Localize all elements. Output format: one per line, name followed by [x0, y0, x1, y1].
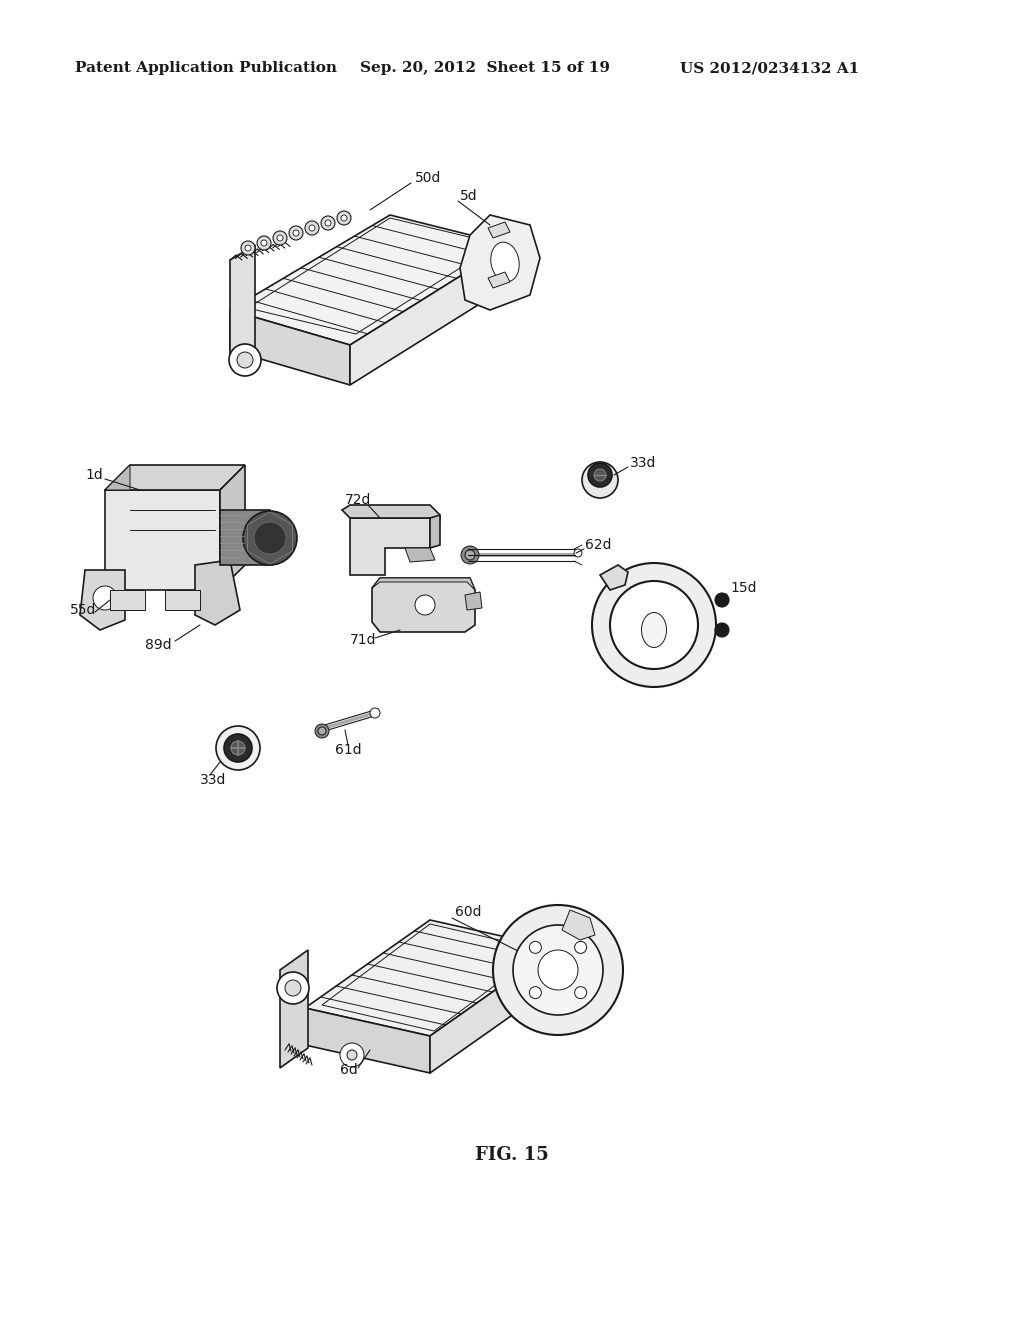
Polygon shape	[488, 272, 510, 288]
Polygon shape	[230, 310, 350, 385]
Text: Sep. 20, 2012  Sheet 15 of 19: Sep. 20, 2012 Sheet 15 of 19	[360, 61, 610, 75]
Polygon shape	[406, 548, 435, 562]
Circle shape	[493, 906, 623, 1035]
Circle shape	[278, 235, 283, 242]
Circle shape	[715, 623, 729, 638]
Circle shape	[318, 727, 326, 735]
Circle shape	[715, 593, 729, 607]
Text: 62d: 62d	[585, 539, 611, 552]
Circle shape	[315, 723, 329, 738]
Circle shape	[321, 216, 335, 230]
Circle shape	[582, 462, 618, 498]
Circle shape	[574, 549, 582, 557]
Polygon shape	[350, 246, 510, 385]
Text: US 2012/0234132 A1: US 2012/0234132 A1	[680, 61, 859, 75]
Circle shape	[325, 220, 331, 226]
Circle shape	[513, 925, 603, 1015]
Text: 55d: 55d	[70, 603, 96, 616]
Circle shape	[257, 236, 271, 249]
Polygon shape	[350, 517, 430, 576]
Polygon shape	[372, 578, 475, 632]
Circle shape	[415, 595, 435, 615]
Text: 71d: 71d	[350, 634, 377, 647]
Polygon shape	[562, 909, 595, 940]
Circle shape	[340, 1043, 364, 1067]
Circle shape	[461, 546, 479, 564]
Polygon shape	[195, 560, 240, 624]
Text: FIG. 15: FIG. 15	[475, 1146, 549, 1164]
Circle shape	[289, 226, 303, 240]
Polygon shape	[372, 578, 475, 590]
Polygon shape	[80, 570, 125, 630]
Circle shape	[574, 941, 587, 953]
Text: 6d: 6d	[340, 1063, 357, 1077]
Text: 5d: 5d	[460, 189, 477, 203]
Circle shape	[309, 224, 315, 231]
Polygon shape	[220, 510, 270, 565]
Circle shape	[347, 1049, 357, 1060]
Circle shape	[278, 972, 309, 1005]
Circle shape	[529, 986, 542, 999]
Circle shape	[254, 521, 286, 554]
Polygon shape	[525, 931, 575, 1001]
Circle shape	[93, 586, 117, 610]
Circle shape	[538, 950, 578, 990]
Ellipse shape	[641, 612, 667, 648]
Circle shape	[231, 741, 245, 755]
Circle shape	[341, 215, 347, 220]
Circle shape	[592, 564, 716, 686]
Circle shape	[237, 352, 253, 368]
Polygon shape	[465, 591, 482, 610]
Circle shape	[261, 240, 267, 246]
Polygon shape	[220, 465, 245, 590]
Circle shape	[610, 581, 698, 669]
Polygon shape	[105, 465, 245, 490]
Circle shape	[594, 469, 606, 480]
Polygon shape	[488, 222, 510, 238]
Polygon shape	[305, 1008, 430, 1073]
Text: 15d: 15d	[730, 581, 757, 595]
Text: 60d: 60d	[455, 906, 481, 919]
Polygon shape	[460, 215, 540, 310]
Ellipse shape	[490, 242, 519, 282]
Circle shape	[273, 231, 287, 246]
Polygon shape	[230, 215, 510, 345]
Text: 50d: 50d	[415, 172, 441, 185]
Polygon shape	[105, 465, 130, 490]
Polygon shape	[110, 590, 145, 610]
Circle shape	[241, 242, 255, 255]
Circle shape	[574, 986, 587, 999]
Polygon shape	[430, 515, 440, 548]
Circle shape	[243, 511, 297, 565]
Polygon shape	[230, 246, 255, 366]
Circle shape	[337, 211, 351, 224]
Text: 89d: 89d	[145, 638, 172, 652]
Text: 72d: 72d	[345, 492, 372, 507]
Text: 33d: 33d	[630, 455, 656, 470]
Polygon shape	[305, 920, 555, 1036]
Circle shape	[588, 463, 612, 487]
Text: Patent Application Publication: Patent Application Publication	[75, 61, 337, 75]
Polygon shape	[430, 948, 555, 1073]
Polygon shape	[342, 506, 440, 520]
Circle shape	[245, 246, 251, 251]
Circle shape	[529, 941, 542, 953]
Polygon shape	[600, 565, 628, 590]
Text: 61d: 61d	[335, 743, 361, 756]
Circle shape	[229, 345, 261, 376]
Circle shape	[216, 726, 260, 770]
Polygon shape	[105, 490, 220, 590]
Circle shape	[465, 550, 475, 560]
Text: 1d: 1d	[85, 469, 102, 482]
Circle shape	[305, 220, 319, 235]
Circle shape	[293, 230, 299, 236]
Circle shape	[370, 708, 380, 718]
Circle shape	[285, 979, 301, 997]
Polygon shape	[165, 590, 200, 610]
Text: 33d: 33d	[200, 774, 226, 787]
Circle shape	[224, 734, 252, 762]
Polygon shape	[280, 950, 308, 1068]
